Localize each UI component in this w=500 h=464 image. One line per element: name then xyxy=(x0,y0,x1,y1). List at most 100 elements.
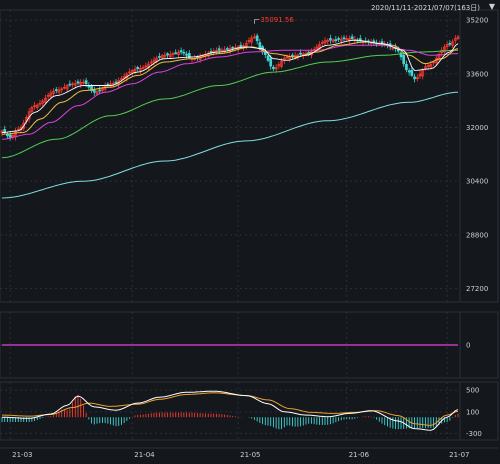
candle-up xyxy=(323,40,327,44)
candle-up xyxy=(139,68,142,71)
candle-down xyxy=(342,37,346,40)
candle-up xyxy=(52,90,55,94)
candle-down xyxy=(114,81,118,84)
macd-dea-line xyxy=(2,392,459,426)
candle-up xyxy=(22,122,26,129)
candle-up xyxy=(415,77,419,80)
candle-down xyxy=(174,52,178,55)
peak-marker-line xyxy=(254,19,260,24)
candle-down xyxy=(231,47,235,49)
candle-down xyxy=(399,52,403,58)
candle-up xyxy=(223,49,226,52)
candle-up xyxy=(35,104,39,108)
candle-up xyxy=(163,54,167,57)
peak-value-label: 35091.56 xyxy=(260,16,294,24)
candle-up xyxy=(73,83,77,86)
candle-up xyxy=(41,100,45,104)
candle-up xyxy=(274,67,278,70)
candle-down xyxy=(225,48,229,50)
candle-up xyxy=(95,91,99,95)
candle-up xyxy=(46,94,50,97)
candle-up xyxy=(280,60,283,67)
candle-up xyxy=(38,102,42,105)
candle-down xyxy=(158,56,161,58)
macd-y-tick-label: 500 xyxy=(466,387,479,395)
candle-up xyxy=(130,69,134,74)
candle-down xyxy=(272,66,275,70)
ma5-line xyxy=(1,39,459,133)
candle-down xyxy=(217,48,221,51)
x-tick-label: 21-03 xyxy=(12,451,32,459)
candle-down xyxy=(209,51,213,53)
macd-panel-frame xyxy=(0,381,499,441)
candle-down xyxy=(6,134,9,137)
candle-up xyxy=(144,65,148,68)
candle-up xyxy=(152,59,156,63)
price-y-tick-label: 28800 xyxy=(466,231,488,239)
ma60-line xyxy=(1,49,458,159)
candle-up xyxy=(456,36,460,39)
candle-up xyxy=(445,44,449,47)
macd-y-tick-label: 100 xyxy=(466,408,479,416)
price-y-tick-label: 27200 xyxy=(466,285,488,293)
candle-up xyxy=(160,55,164,59)
candle-up xyxy=(339,38,343,42)
candle-up xyxy=(128,71,131,74)
candle-up xyxy=(250,37,254,43)
candle-up xyxy=(348,38,351,41)
candle-up xyxy=(33,105,36,108)
candle-down xyxy=(413,76,416,80)
candle-down xyxy=(136,67,140,70)
candle-down xyxy=(185,53,188,56)
date-range-label: 2020/11/11-2021/07/07(163日) xyxy=(370,4,480,12)
candle-up xyxy=(315,46,319,50)
candle-down xyxy=(179,50,183,53)
candle-up xyxy=(111,83,115,85)
candle-up xyxy=(122,75,126,79)
x-tick-label: 21-06 xyxy=(349,451,370,459)
candle-up xyxy=(16,128,20,131)
candle-up xyxy=(418,73,422,77)
candle-up xyxy=(326,39,330,42)
candle-up xyxy=(247,40,251,43)
candle-up xyxy=(44,97,47,103)
candle-up xyxy=(149,61,153,64)
volume-y-tick-label: 0 xyxy=(466,342,470,350)
candle-down xyxy=(299,52,302,55)
candle-down xyxy=(106,83,110,86)
candle-up xyxy=(451,41,454,46)
candle-down xyxy=(187,53,191,58)
vol-panel-frame xyxy=(0,311,499,379)
candle-up xyxy=(285,56,289,59)
ma20-line xyxy=(1,44,459,140)
candle-up xyxy=(65,85,69,90)
candle-down xyxy=(405,63,408,70)
candle-up xyxy=(82,81,85,84)
candle-up xyxy=(440,50,444,54)
candle-down xyxy=(98,89,102,92)
candle-up xyxy=(345,38,349,40)
candle-down xyxy=(269,58,273,67)
candle-down xyxy=(258,42,262,49)
candle-up xyxy=(63,86,66,89)
candle-up xyxy=(331,39,335,43)
ma10-line xyxy=(1,41,459,135)
candle-up xyxy=(60,88,64,91)
candle-up xyxy=(168,54,172,58)
candle-down xyxy=(76,81,80,84)
candle-up xyxy=(133,68,137,72)
candle-down xyxy=(350,36,354,40)
candle-down xyxy=(239,44,243,48)
candle-up xyxy=(453,38,457,41)
caret-down-icon[interactable]: ▼ xyxy=(488,2,495,11)
candle-down xyxy=(337,38,340,40)
candle-up xyxy=(277,64,281,67)
candle-up xyxy=(432,61,435,64)
candle-up xyxy=(30,107,34,112)
candle-down xyxy=(182,51,186,54)
price-y-tick-label: 30400 xyxy=(466,178,488,186)
candle-down xyxy=(407,70,411,73)
candle-up xyxy=(71,83,74,86)
x-tick-label: 21-07 xyxy=(449,451,469,459)
